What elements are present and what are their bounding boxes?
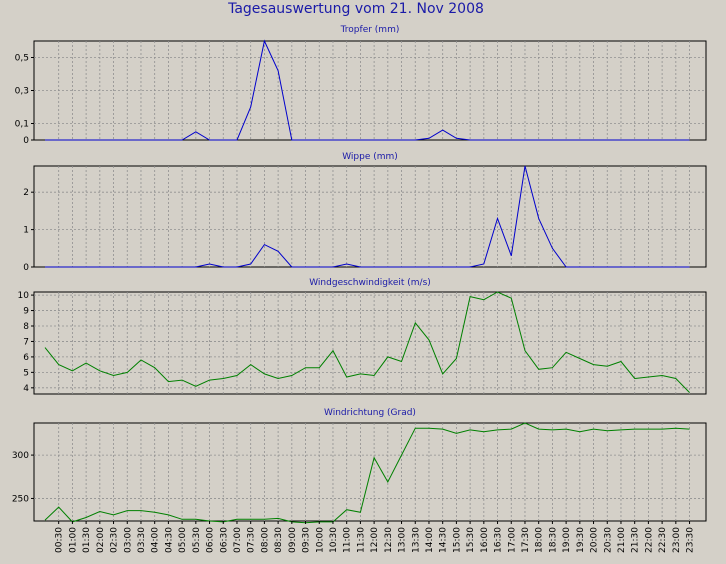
y-tick-label: 0 <box>23 263 29 273</box>
x-tick-label: 19:00 <box>562 527 572 553</box>
y-tick-label: 0,3 <box>15 87 29 97</box>
y-tick-label: 7 <box>23 337 29 347</box>
y-tick-label: 4 <box>23 384 29 394</box>
x-tick-label: 21:00 <box>617 527 627 553</box>
x-tick-label: 23:00 <box>672 527 682 553</box>
x-tick-label: 16:00 <box>480 527 490 553</box>
plot-area <box>33 291 707 395</box>
x-tick-label: 22:00 <box>644 527 654 553</box>
x-tick-label: 08:30 <box>274 527 284 553</box>
chart-panels: Tropfer (mm) 0 0,1 0,3 0,5 Wippe (mm) 0 1 2 Windg… <box>12 25 707 524</box>
series-line <box>44 422 690 524</box>
y-tick-label: 300 <box>12 451 29 461</box>
x-tick-label: 07:00 <box>233 527 243 553</box>
y-tick-label: 0,5 <box>15 54 29 64</box>
x-tick-label: 03:30 <box>137 527 147 553</box>
x-tick-label: 23:30 <box>686 527 696 553</box>
x-tick-label: 15:00 <box>452 527 462 553</box>
x-tick-label: 02:30 <box>110 527 120 553</box>
x-tick-label: 14:30 <box>439 527 449 553</box>
panel-title: Tropfer (mm) <box>340 25 400 35</box>
x-tick-label: 01:00 <box>68 527 78 553</box>
panel-title: Wippe (mm) <box>342 152 398 162</box>
y-tick-label: 0,1 <box>15 120 29 130</box>
y-tick-label: 1 <box>23 226 29 236</box>
x-tick-label: 12:00 <box>370 527 380 553</box>
x-tick-label: 17:30 <box>521 527 531 553</box>
x-tick-label: 13:00 <box>398 527 408 553</box>
x-tick-label: 14:00 <box>425 527 435 553</box>
x-tick-label: 00:30 <box>55 527 65 553</box>
x-tick-label: 09:00 <box>288 527 298 553</box>
x-tick-label: 18:00 <box>535 527 545 553</box>
x-tick-label: 09:30 <box>302 527 312 553</box>
y-tick-label: 6 <box>23 353 29 363</box>
x-tick-label: 15:30 <box>466 527 476 553</box>
x-tick-label: 02:00 <box>96 527 106 553</box>
x-tick-label: 11:30 <box>356 527 366 553</box>
series-line <box>45 39 690 141</box>
x-tick-label: 20:30 <box>603 527 613 553</box>
x-tick-label: 07:30 <box>247 527 257 553</box>
y-tick-label: 0 <box>23 136 29 146</box>
x-tick-label: 19:30 <box>576 527 586 553</box>
y-tick-label: 5 <box>23 368 29 378</box>
x-tick-label: 05:00 <box>178 527 188 553</box>
y-tick-label: 250 <box>12 494 29 504</box>
x-tick-label: 04:30 <box>164 527 174 553</box>
x-tick-label: 06:30 <box>219 527 229 553</box>
panel-title: Windgeschwindigkeit (m/s) <box>309 278 431 288</box>
x-tick-label: 13:30 <box>411 527 421 553</box>
x-tick-label: 04:00 <box>151 527 161 553</box>
x-tick-label: 10:00 <box>315 527 325 553</box>
x-tick-label: 06:00 <box>206 527 216 553</box>
panel-wippe: Wippe (mm) 0 1 2 <box>23 152 707 273</box>
panel-title: Windrichtung (Grad) <box>324 408 416 418</box>
x-tick-label: 03:00 <box>123 527 133 553</box>
plot-area <box>33 165 707 268</box>
y-tick-label: 2 <box>23 188 29 198</box>
panel-windrichtung: Windrichtung (Grad) 250 300 <box>12 408 707 524</box>
x-axis: 00:30 01:00 01:30 02:00 02:30 03:00 03:30 04:00… <box>55 521 696 553</box>
x-tick-label: 21:30 <box>631 527 641 553</box>
series-line <box>44 291 690 393</box>
x-tick-label: 17:00 <box>507 527 517 553</box>
panel-windgeschwindigkeit: Windgeschwindigkeit (m/s) 4 5 6 7 8 9 10 <box>18 278 707 395</box>
y-tick-label: 8 <box>23 322 29 332</box>
x-tick-label: 10:30 <box>329 527 339 553</box>
panel-tropfer: Tropfer (mm) 0 0,1 0,3 0,5 <box>15 25 707 146</box>
x-tick-label: 16:30 <box>494 527 504 553</box>
x-tick-label: 05:30 <box>192 527 202 553</box>
y-tick-label: 9 <box>23 307 29 317</box>
y-tick-label: 10 <box>18 291 30 301</box>
series-line <box>45 165 690 268</box>
x-tick-label: 18:30 <box>548 527 558 553</box>
x-tick-label: 11:00 <box>343 527 353 553</box>
x-tick-label: 20:00 <box>590 527 600 553</box>
x-tick-label: 22:30 <box>658 527 668 553</box>
page-title: Tagesauswertung vom 21. Nov 2008 <box>227 1 484 17</box>
x-tick-label: 08:00 <box>260 527 270 553</box>
x-tick-label: 12:30 <box>384 527 394 553</box>
x-tick-label: 01:30 <box>82 527 92 553</box>
